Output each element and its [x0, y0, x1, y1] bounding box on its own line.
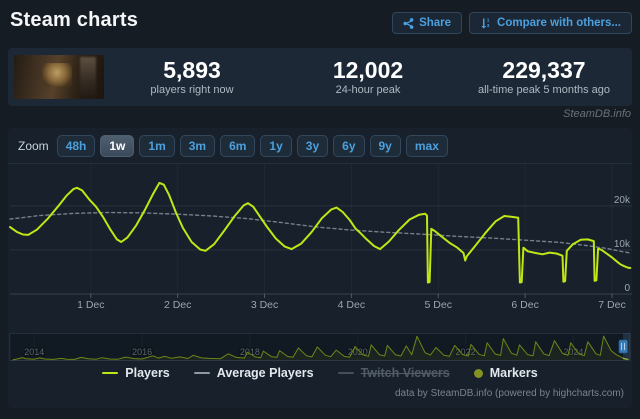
x-axis-label: 3 Dec: [251, 299, 278, 311]
range-3y[interactable]: 3y: [296, 135, 329, 157]
stats-card: 5,893 players right now 12,002 24-hour p…: [8, 48, 632, 106]
toolbar-divider: [8, 163, 632, 164]
navigator-year-label: 2016: [132, 347, 152, 357]
navigator-series: [12, 335, 629, 361]
navigator-handle[interactable]: [618, 339, 628, 354]
compare-button-label: Compare with others...: [497, 17, 621, 29]
range-3m[interactable]: 3m: [179, 135, 216, 157]
average-players-series: [9, 211, 631, 254]
share-button-label: Share: [419, 17, 452, 29]
share-button[interactable]: Share: [392, 12, 463, 34]
legend-item-twitch-viewers[interactable]: Twitch Viewers: [337, 366, 450, 380]
legend-label: Players: [125, 366, 170, 380]
range-max[interactable]: max: [405, 135, 448, 157]
stat-alltime-peak: 229,337 all-time peak 5 months ago: [456, 57, 632, 96]
chart-panel: Zoom 48h 1w 1m 3m 6m 1y 3y 6y 9y max 1 D…: [8, 128, 632, 408]
navigator-area-fill: [12, 336, 629, 360]
svg-text:1: 1: [487, 18, 490, 24]
navigator-outline: [9, 333, 631, 361]
navigator-year-label: 2022: [456, 347, 476, 357]
legend-item-players[interactable]: Players: [102, 366, 170, 380]
x-axis-label: 6 Dec: [511, 299, 538, 311]
legend-label: Twitch Viewers: [360, 366, 450, 380]
y-axis-label: 20k: [614, 195, 631, 206]
range-6m[interactable]: 6m: [220, 135, 256, 157]
navigator-year-label: 2014: [24, 347, 44, 357]
navigator-mask[interactable]: [10, 333, 623, 361]
legend-item-average-players[interactable]: Average Players: [193, 366, 314, 380]
range-48h[interactable]: 48h: [56, 135, 96, 157]
stat-label: players right now: [150, 83, 234, 96]
stat-value: 12,002: [332, 56, 404, 83]
stat-value: 229,337: [502, 56, 586, 83]
navigator-handle-grip[interactable]: [618, 339, 628, 354]
y-axis-label: 0: [624, 283, 630, 294]
game-capsule-image: [14, 55, 104, 99]
svg-text:3: 3: [487, 23, 490, 29]
x-axis-label: 5 Dec: [425, 299, 452, 311]
range-9y[interactable]: 9y: [369, 135, 401, 157]
stat-value: 5,893: [163, 56, 221, 83]
steamdb-watermark: SteamDB.info: [563, 108, 631, 120]
players-series: [9, 181, 632, 284]
stat-label: 24-hour peak: [335, 83, 401, 96]
navigator-year-label: 2018: [240, 347, 260, 357]
zoom-range-toolbar: Zoom 48h 1w 1m 3m 6m 1y 3y 6y 9y max: [18, 135, 448, 157]
markers-dot-swatch: [473, 368, 483, 378]
range-1m[interactable]: 1m: [139, 135, 175, 157]
x-axis-label: 7 Dec: [598, 299, 625, 311]
chart-legend: Players Average Players Twitch Viewers M…: [8, 366, 632, 380]
legend-item-markers[interactable]: Markers: [473, 366, 538, 380]
players-line-swatch: [102, 372, 119, 374]
x-axis-label: 4 Dec: [338, 299, 365, 311]
twitch-line-swatch: [337, 372, 354, 374]
range-1w[interactable]: 1w: [100, 135, 135, 157]
x-axis-label: 1 Dec: [77, 299, 104, 311]
stat-24h-peak: 12,002 24-hour peak: [280, 57, 456, 96]
range-6y[interactable]: 6y: [333, 135, 365, 157]
range-1y[interactable]: 1y: [260, 135, 292, 157]
legend-label: Markers: [489, 366, 538, 380]
share-icon: [403, 17, 414, 29]
x-axis-label: 2 Dec: [164, 299, 191, 311]
zoom-label: Zoom: [18, 139, 49, 153]
stat-current-players: 5,893 players right now: [104, 57, 280, 96]
chart-credit: data by SteamDB.info (powered by highcha…: [395, 388, 624, 399]
y-axis-label: 10k: [614, 239, 631, 250]
legend-label: Average Players: [216, 366, 314, 380]
navigator-chart[interactable]: 201420162018202020222024: [8, 331, 632, 365]
stat-label: all-time peak 5 months ago: [477, 83, 611, 96]
players-line-chart[interactable]: 1 Dec 2 Dec 3 Dec 4 Dec 5 Dec 6 Dec 7 Dec 0 10k 2…: [8, 164, 632, 320]
average-line-swatch: [193, 372, 210, 374]
page-title: Steam charts: [10, 9, 139, 31]
